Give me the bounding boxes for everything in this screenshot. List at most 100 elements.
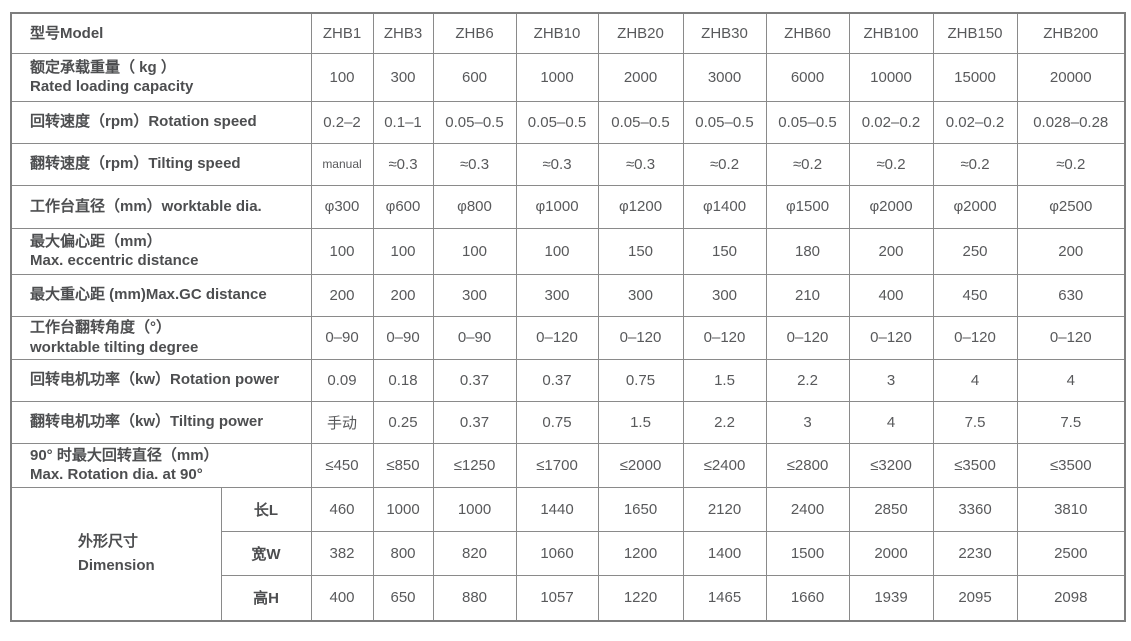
cell: 2120 [682, 486, 767, 532]
cell: ≈0.2 [682, 142, 767, 186]
cell: φ2000 [848, 184, 934, 229]
cell: ≤1250 [432, 442, 517, 488]
cell: 880 [432, 574, 517, 622]
dimension-sub-label: 长L [220, 486, 312, 532]
row-label-line: worktable tilting degree [30, 338, 199, 356]
cell: 100 [432, 227, 517, 275]
cell: φ1200 [597, 184, 684, 229]
cell: 1220 [597, 574, 684, 622]
model-header-zhb200: ZHB200 [1016, 12, 1126, 54]
cell: manual [310, 142, 374, 186]
model-header-zhb10: ZHB10 [515, 12, 599, 54]
cell: 100 [515, 227, 599, 275]
cell: 2850 [848, 486, 934, 532]
cell: 0.05–0.5 [597, 100, 684, 144]
cell: 200 [310, 273, 374, 317]
cell: 150 [597, 227, 684, 275]
cell: 手动 [310, 400, 374, 444]
cell: 200 [848, 227, 934, 275]
cell: 2.2 [682, 400, 767, 444]
model-header-zhb3: ZHB3 [372, 12, 434, 54]
cell: 250 [932, 227, 1018, 275]
model-header-zhb30: ZHB30 [682, 12, 767, 54]
cell: 2098 [1016, 574, 1126, 622]
model-header-zhb20: ZHB20 [597, 12, 684, 54]
cell: 460 [310, 486, 374, 532]
cell: 650 [372, 574, 434, 622]
cell: 210 [765, 273, 850, 317]
table-row: 额定承载重量（ kg ） Rated loading capacity 100 300… [10, 52, 1126, 102]
model-header-zhb6: ZHB6 [432, 12, 517, 54]
row-label-line: 工作台翻转角度（°） [30, 319, 171, 336]
cell: 1650 [597, 486, 684, 532]
cell: 1000 [372, 486, 434, 532]
cell: 1057 [515, 574, 599, 622]
cell: 1660 [765, 574, 850, 622]
row-label: 最大偏心距（mm） Max. eccentric distance [10, 227, 312, 275]
cell: 1.5 [597, 400, 684, 444]
model-header-zhb1: ZHB1 [310, 12, 374, 54]
cell: 300 [597, 273, 684, 317]
cell: ≈0.2 [848, 142, 934, 186]
table-row: 宽W 382 800 820 1060 1200 1400 1500 2000 2230 2500 [11, 530, 1126, 576]
cell: 10000 [848, 52, 934, 102]
model-header-zhb60: ZHB60 [765, 12, 850, 54]
cell: 0.75 [515, 400, 599, 444]
row-label: 工作台直径（mm）worktable dia. [10, 184, 312, 229]
cell: 0–120 [515, 315, 599, 360]
cell: ≤3500 [1016, 442, 1126, 488]
cell: 0.05–0.5 [765, 100, 850, 144]
cell: 20000 [1016, 52, 1126, 102]
cell: 300 [432, 273, 517, 317]
cell: 3 [765, 400, 850, 444]
cell: ≤3200 [848, 442, 934, 488]
cell: 2095 [932, 574, 1018, 622]
cell: 1440 [515, 486, 599, 532]
cell: 0–120 [765, 315, 850, 360]
cell: 450 [932, 273, 1018, 317]
cell: 2400 [765, 486, 850, 532]
cell: ≈0.3 [597, 142, 684, 186]
dimension-label-line: 外形尺寸 [78, 532, 139, 550]
row-label: 回转电机功率（kw）Rotation power [10, 358, 312, 402]
cell: 180 [765, 227, 850, 275]
cell: 0.05–0.5 [515, 100, 599, 144]
table-row: 翻转速度（rpm）Tilting speed manual ≈0.3 ≈0.3 ≈0.3… [10, 142, 1126, 186]
cell: 1400 [682, 530, 767, 576]
cell: 0–90 [372, 315, 434, 360]
cell: 3000 [682, 52, 767, 102]
table-header-row: 型号Model ZHB1 ZHB3 ZHB6 ZHB10 ZHB20 ZHB30 ZHB60… [10, 12, 1126, 54]
cell: ≤2800 [765, 442, 850, 488]
cell: ≈0.3 [432, 142, 517, 186]
model-header-label: 型号Model [10, 12, 312, 54]
cell: 0.05–0.5 [432, 100, 517, 144]
cell: 15000 [932, 52, 1018, 102]
cell: 1000 [432, 486, 517, 532]
cell: 400 [310, 574, 374, 622]
cell: 0–120 [1016, 315, 1126, 360]
cell: 0.028–0.28 [1016, 100, 1126, 144]
table-row: 工作台翻转角度（°） worktable tilting degree 0–90 0–… [10, 315, 1126, 360]
cell: 600 [432, 52, 517, 102]
cell: 0.09 [310, 358, 374, 402]
cell: φ800 [432, 184, 517, 229]
cell: 2230 [932, 530, 1018, 576]
cell: 0.02–0.2 [848, 100, 934, 144]
cell: ≈0.3 [372, 142, 434, 186]
cell: 2500 [1016, 530, 1126, 576]
cell: 100 [310, 227, 374, 275]
cell: φ2000 [932, 184, 1018, 229]
cell: 630 [1016, 273, 1126, 317]
cell: 1500 [765, 530, 850, 576]
dimension-sub-label: 高H [220, 574, 312, 622]
cell: φ1500 [765, 184, 850, 229]
row-label-line: Rated loading capacity [30, 78, 194, 95]
cell: 2000 [597, 52, 684, 102]
cell: 0.1–1 [372, 100, 434, 144]
cell: ≈0.2 [765, 142, 850, 186]
cell: 1000 [515, 52, 599, 102]
cell: 100 [310, 52, 374, 102]
cell: 1465 [682, 574, 767, 622]
row-label: 额定承载重量（ kg ） Rated loading capacity [10, 52, 312, 102]
cell: 0–90 [432, 315, 517, 360]
